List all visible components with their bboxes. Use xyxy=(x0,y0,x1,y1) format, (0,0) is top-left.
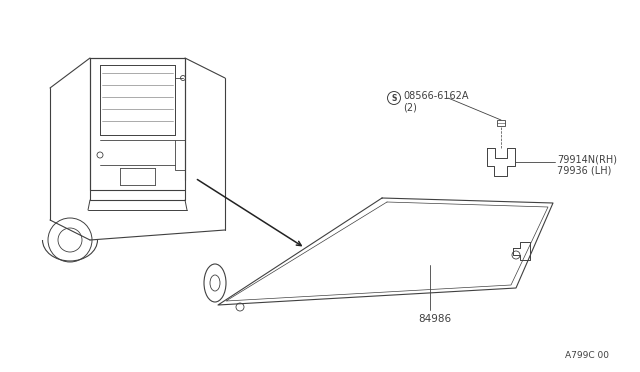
Text: 84986: 84986 xyxy=(418,314,451,324)
Text: 79936 (LH): 79936 (LH) xyxy=(557,165,611,175)
Bar xyxy=(175,140,185,170)
Text: (2): (2) xyxy=(403,102,417,112)
Text: S: S xyxy=(391,94,397,103)
Text: A799C 00: A799C 00 xyxy=(565,350,609,359)
Bar xyxy=(497,120,505,126)
Text: 79914N(RH): 79914N(RH) xyxy=(557,154,617,164)
Text: 08566-6162A: 08566-6162A xyxy=(403,91,468,101)
